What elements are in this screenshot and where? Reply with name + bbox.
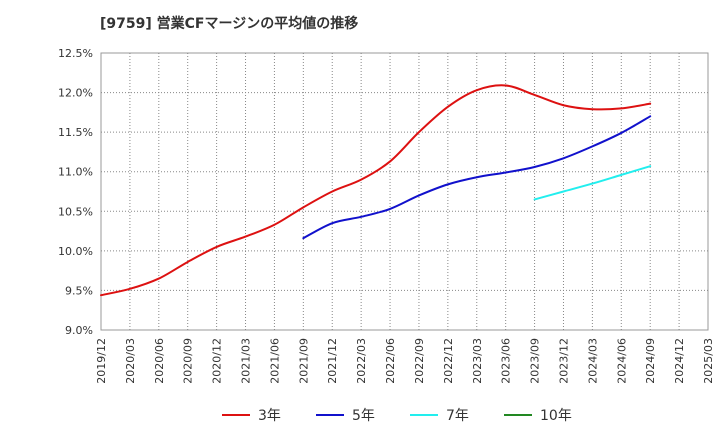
- x-tick-label: 2020/12: [211, 338, 224, 384]
- legend-label: 7年: [446, 408, 469, 424]
- x-tick-label: 2023/12: [557, 338, 570, 384]
- x-axis-ticks: 2019/12 2020/03 2020/06 2020/09 2020/12 2021/…: [95, 338, 715, 384]
- y-axis-ticks: 9.0% 9.5% 10.0% 10.5% 11.0% 11.5% 12.0% 12.5%: [58, 47, 93, 337]
- legend-swatch: [410, 414, 438, 416]
- x-tick-label: 2022/06: [384, 338, 397, 384]
- x-tick-label: 2021/06: [268, 338, 281, 384]
- legend-item: 10年: [504, 404, 572, 426]
- legend-item: 7年: [410, 404, 469, 426]
- y-tick-label: 9.0%: [65, 324, 93, 337]
- x-tick-label: 2022/03: [355, 338, 368, 384]
- legend-swatch: [504, 414, 532, 416]
- x-tick-label: 2023/03: [471, 338, 484, 384]
- y-tick-label: 11.5%: [58, 126, 93, 139]
- y-tick-label: 10.5%: [58, 205, 93, 218]
- y-tick-label: 12.5%: [58, 47, 93, 60]
- legend-swatch: [316, 414, 344, 416]
- x-tick-label: 2022/09: [413, 338, 426, 384]
- x-tick-label: 2024/03: [586, 338, 599, 384]
- series-layer: [100, 84, 652, 297]
- grid-layer: [101, 53, 708, 330]
- x-tick-label: 2021/03: [240, 338, 253, 384]
- y-tick-label: 10.0%: [58, 245, 93, 258]
- legend-label: 5年: [352, 408, 375, 424]
- x-tick-label: 2021/09: [297, 338, 310, 384]
- y-tick-label: 11.0%: [58, 166, 93, 179]
- x-tick-label: 2024/09: [644, 338, 657, 384]
- y-tick-label: 12.0%: [58, 87, 93, 100]
- y-tick-label: 9.5%: [65, 284, 93, 297]
- x-tick-label: 2024/12: [673, 338, 686, 384]
- legend-label: 10年: [540, 408, 572, 424]
- x-tick-label: 2023/09: [529, 338, 542, 384]
- x-tick-label: 2023/06: [500, 338, 513, 384]
- series-line-2: [302, 115, 652, 240]
- x-tick-label: 2020/09: [182, 338, 195, 384]
- legend-label: 3年: [258, 408, 281, 424]
- x-tick-label: 2021/12: [326, 338, 339, 384]
- x-tick-label: 2020/03: [124, 338, 137, 384]
- legend-item: 5年: [316, 404, 375, 426]
- plot-area: [100, 52, 709, 331]
- legend-item: 3年: [222, 404, 281, 426]
- series-line-3: [533, 165, 652, 201]
- legend: 3年 5年 7年 10年: [0, 404, 720, 426]
- x-tick-label: 2024/06: [615, 338, 628, 384]
- x-tick-label: 2022/12: [442, 338, 455, 384]
- x-tick-label: 2020/06: [153, 338, 166, 384]
- legend-swatch: [222, 414, 250, 416]
- x-tick-label: 2019/12: [95, 338, 108, 384]
- chart-title: [9759] 営業CFマージンの平均値の推移: [100, 16, 359, 32]
- x-tick-label: 2025/03: [702, 338, 715, 384]
- series-line-1: [100, 84, 652, 297]
